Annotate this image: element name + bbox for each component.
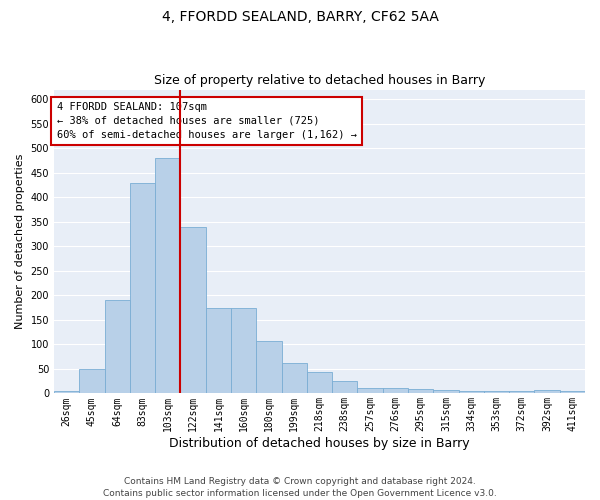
Bar bbox=[256, 341, 281, 394]
Bar bbox=[433, 390, 458, 394]
Bar bbox=[130, 182, 155, 394]
Bar bbox=[307, 372, 332, 394]
Bar bbox=[509, 392, 535, 394]
Bar bbox=[54, 391, 79, 394]
Bar bbox=[231, 308, 256, 394]
Title: Size of property relative to detached houses in Barry: Size of property relative to detached ho… bbox=[154, 74, 485, 87]
Bar bbox=[104, 300, 130, 394]
Text: Contains HM Land Registry data © Crown copyright and database right 2024.
Contai: Contains HM Land Registry data © Crown c… bbox=[103, 476, 497, 498]
Bar bbox=[458, 391, 484, 394]
Bar bbox=[408, 390, 433, 394]
Text: 4 FFORDD SEALAND: 107sqm
← 38% of detached houses are smaller (725)
60% of semi-: 4 FFORDD SEALAND: 107sqm ← 38% of detach… bbox=[56, 102, 356, 140]
Text: 4, FFORDD SEALAND, BARRY, CF62 5AA: 4, FFORDD SEALAND, BARRY, CF62 5AA bbox=[161, 10, 439, 24]
Bar bbox=[383, 388, 408, 394]
Bar bbox=[560, 392, 585, 394]
Bar bbox=[535, 390, 560, 394]
Bar bbox=[79, 369, 104, 394]
Bar bbox=[332, 381, 358, 394]
Bar bbox=[484, 392, 509, 394]
Bar bbox=[358, 388, 383, 394]
X-axis label: Distribution of detached houses by size in Barry: Distribution of detached houses by size … bbox=[169, 437, 470, 450]
Y-axis label: Number of detached properties: Number of detached properties bbox=[15, 154, 25, 329]
Bar bbox=[181, 227, 206, 394]
Bar bbox=[206, 308, 231, 394]
Bar bbox=[155, 158, 181, 394]
Bar bbox=[281, 363, 307, 394]
